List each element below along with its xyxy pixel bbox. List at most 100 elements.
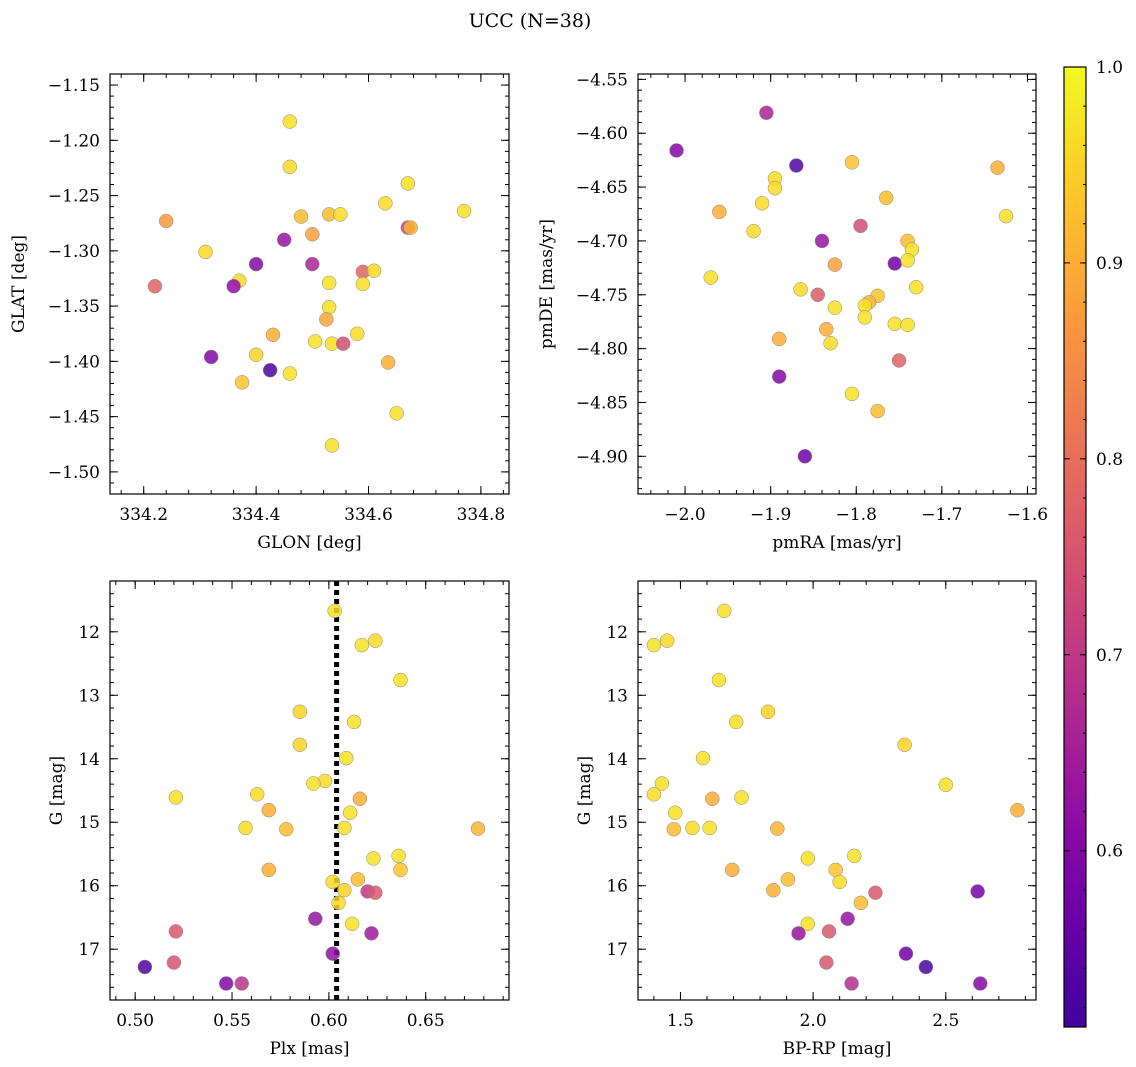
scatter-point <box>695 750 711 766</box>
x-axis-label: pmRA [mas/yr] <box>772 533 901 553</box>
scatter-point <box>238 820 253 836</box>
scatter-point <box>814 233 830 249</box>
scatter-point <box>844 976 859 991</box>
scatter-point <box>897 737 912 753</box>
x-tick-label: 0.65 <box>407 1011 445 1031</box>
scatter-point <box>887 256 903 271</box>
scatter-point <box>998 208 1014 224</box>
scatter-point <box>321 299 337 315</box>
y-tick-label: −4.55 <box>576 70 628 90</box>
scatter-panel-4: 1.5 2.0 2.5 12 13 14 15 16 17 BP-RP [mag] G [mag] <box>575 580 1037 1059</box>
scatter-point <box>366 263 382 278</box>
scatter-point <box>810 287 825 303</box>
scatter-point <box>355 276 371 292</box>
colorbar-frame <box>1063 66 1087 1028</box>
scatter-point <box>898 946 914 961</box>
scatter-point <box>878 190 894 206</box>
scatter-point <box>198 244 213 260</box>
y-tick-label: −1.15 <box>48 76 100 96</box>
scatter-point <box>168 790 184 805</box>
scatter-point <box>337 820 352 836</box>
x-tick-label: 1.5 <box>667 1011 694 1031</box>
scatter-point <box>868 885 883 900</box>
scatter-point <box>354 637 370 653</box>
panels: 334.2 334.4 334.6 334.8 −1.50 −1.45 −1.40 −1.35… <box>9 70 1048 1059</box>
scatter-point <box>659 633 675 648</box>
x-tick-label: 334.2 <box>119 505 168 525</box>
scatter-point <box>305 227 320 242</box>
y-tick-label: 12 <box>78 623 100 643</box>
scatter-point <box>249 787 265 802</box>
scatter-point <box>262 362 278 378</box>
x-tick-label: 334.6 <box>344 505 393 525</box>
data-points <box>646 603 1025 991</box>
y-tick-label: 14 <box>78 750 100 770</box>
y-tick-label: 16 <box>606 877 628 897</box>
y-tick-label: 16 <box>78 877 100 897</box>
colorbar: 0.6 0.7 0.8 0.9 1.0 <box>1063 58 1123 1028</box>
y-tick-label: −4.60 <box>576 124 628 144</box>
x-tick-label: 0.50 <box>116 1011 154 1031</box>
y-tick-label: −4.90 <box>576 447 628 467</box>
scatter-point <box>789 158 804 173</box>
scatter-point <box>827 257 843 272</box>
y-axis-label: GLAT [deg] <box>9 235 29 333</box>
scatter-point <box>716 603 732 619</box>
x-tick-label: 334.4 <box>232 505 281 525</box>
scatter-point <box>870 403 885 419</box>
y-tick-label: −1.20 <box>48 131 100 151</box>
y-tick-label: −1.50 <box>48 463 100 483</box>
y-tick-label: −1.40 <box>48 352 100 372</box>
scatter-point <box>325 946 340 961</box>
scatter-point <box>654 776 670 791</box>
scatter-point <box>456 203 472 219</box>
scatter-point <box>728 714 744 730</box>
x-axis-label: Plx [mas] <box>269 1039 349 1059</box>
y-axis-label: pmDE [mas/yr] <box>537 219 557 349</box>
y-tick-label: 14 <box>606 750 628 770</box>
x-tick-label: −1.7 <box>921 505 962 525</box>
scatter-point <box>819 321 834 337</box>
y-tick-label: −4.65 <box>576 178 628 198</box>
scatter-point <box>352 791 368 807</box>
scatter-point <box>771 331 787 347</box>
scatter-point <box>282 114 298 129</box>
scatter-point <box>324 438 340 453</box>
y-tick-label: 15 <box>78 813 100 833</box>
x-tick-label: 334.8 <box>457 505 506 525</box>
scatter-point <box>389 406 404 421</box>
scatter-point <box>746 223 761 239</box>
scatter-point <box>844 386 860 402</box>
scatter-point <box>646 787 662 802</box>
colorbar-tick-label: 0.6 <box>1096 842 1123 862</box>
scatter-point <box>307 334 323 349</box>
scatter-point <box>1010 802 1025 818</box>
scatter-point <box>760 704 776 720</box>
x-axis-label: BP-RP [mag] <box>783 1039 892 1059</box>
scatter-point <box>234 976 249 991</box>
scatter-point <box>203 349 219 365</box>
x-tick-label: −1.8 <box>836 505 877 525</box>
y-tick-label: −4.70 <box>576 232 628 252</box>
scatter-point <box>279 821 294 837</box>
x-tick-label: 2.5 <box>932 1011 959 1031</box>
scatter-point <box>797 449 813 464</box>
figure-title: UCC (N=38) <box>469 10 592 32</box>
scatter-point <box>265 327 281 343</box>
scatter-point <box>306 776 321 791</box>
scatter-point <box>646 637 662 653</box>
scatter-point <box>711 672 727 688</box>
scatter-point <box>403 220 418 235</box>
data-points <box>137 581 486 1000</box>
scatter-point <box>158 213 174 229</box>
scatter-point <box>331 895 346 911</box>
scatter-point <box>800 916 816 932</box>
y-tick-label: −4.85 <box>576 393 628 413</box>
scatter-point <box>319 312 334 327</box>
scatter-point <box>368 633 383 648</box>
scatter-point <box>342 805 358 820</box>
scatter-point <box>819 955 834 970</box>
scatter-point <box>900 253 915 268</box>
scatter-point <box>703 270 719 285</box>
scatter-panel-2: −2.0 −1.9 −1.8 −1.7 −1.6 −4.90 −4.85 −4.80 −4.75… <box>537 70 1048 553</box>
